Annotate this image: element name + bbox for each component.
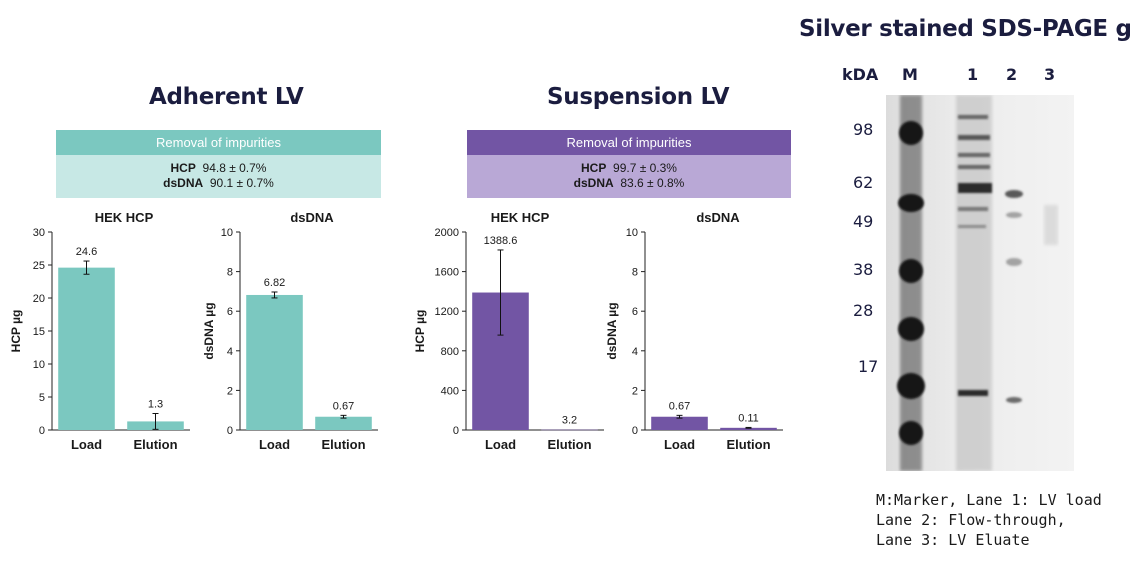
chart1-category-label: Elution — [133, 437, 177, 452]
chart2-tick-label: 0 — [227, 425, 233, 437]
marker-62: 62 — [853, 173, 874, 192]
chart3-tick-label: 0 — [453, 425, 459, 437]
dsdna-value: 83.6 ± 0.8% — [620, 176, 685, 190]
chart2-tick-label: 2 — [227, 385, 233, 397]
chart2-tick-label: 4 — [227, 346, 233, 358]
chart1-title: HEK HCP — [95, 210, 154, 225]
chart1-data-label: 24.6 — [76, 246, 97, 258]
hcp-label: HCP — [581, 161, 607, 175]
lane-label-m: M — [902, 65, 918, 84]
chart4-tick-label: 4 — [632, 346, 638, 358]
chart2-title: dsDNA — [290, 210, 334, 225]
hcp-label: HCP — [170, 161, 196, 175]
suspension-box-header: Removal of impurities — [467, 130, 791, 155]
gel-caption-line-1: M:Marker, Lane 1: LV load — [876, 491, 1102, 509]
chart4-ylabel: dsDNA µg — [605, 302, 619, 359]
chart3-tick-label: 1600 — [435, 267, 459, 279]
chart4-category-label: Elution — [726, 437, 770, 452]
dsdna-label: dsDNA — [573, 176, 614, 190]
chart4-category-label: Load — [664, 437, 695, 452]
chart1-tick-label: 10 — [33, 359, 45, 371]
chart1-tick-label: 30 — [33, 227, 45, 239]
chart1-ylabel: HCP µg — [9, 310, 23, 353]
marker-28: 28 — [853, 301, 874, 320]
chart3-title: HEK HCP — [491, 210, 550, 225]
chart4-tick-label: 10 — [626, 227, 638, 239]
chart2-category-label: Elution — [321, 437, 365, 452]
chart1-tick-label: 20 — [33, 293, 45, 305]
chart4-data-label: 0.11 — [738, 412, 759, 424]
chart1-tick-label: 5 — [39, 392, 45, 404]
chart2-data-label: 6.82 — [264, 277, 285, 289]
marker-38: 38 — [853, 260, 874, 279]
chart4-tick-label: 2 — [632, 385, 638, 397]
adherent-box-body: HCP 94.8 ± 0.7% dsDNA 90.1 ± 0.7% — [56, 155, 381, 198]
hcp-value: 94.8 ± 0.7% — [202, 161, 267, 175]
gel-title: Silver stained SDS-PAGE gel — [799, 16, 1130, 42]
chart2-bar — [315, 416, 372, 430]
marker-98: 98 — [853, 120, 874, 139]
dsdna-label: dsDNA — [163, 176, 204, 190]
chart3-tick-label: 400 — [441, 385, 459, 397]
chart2-data-label: 0.67 — [333, 400, 354, 412]
chart4-tick-label: 6 — [632, 306, 638, 318]
marker-17: 17 — [858, 357, 879, 376]
chart1-tick-label: 15 — [33, 326, 45, 338]
chart2-tick-label: 10 — [221, 227, 233, 239]
dsdna-value: 90.1 ± 0.7% — [209, 176, 274, 190]
lane-label-1: 1 — [967, 65, 979, 84]
chart1-data-label: 1.3 — [148, 399, 163, 411]
chart1-tick-label: 0 — [39, 425, 45, 437]
gel-caption-line-3: Lane 3: LV Eluate — [876, 531, 1030, 549]
chart3-tick-label: 1200 — [435, 306, 459, 318]
chart3-tick-label: 2000 — [435, 227, 459, 239]
suspension-title: Suspension LV — [547, 84, 730, 110]
chart3-data-label: 1388.6 — [484, 235, 518, 247]
chart3-category-label: Load — [485, 437, 516, 452]
chart1-category-label: Load — [71, 437, 102, 452]
adherent-box-header: Removal of impurities — [56, 130, 381, 155]
chart3-ylabel: HCP µg — [413, 310, 427, 353]
chart2-tick-label: 6 — [227, 306, 233, 318]
gel-caption-line-2: Lane 2: Flow-through, — [876, 511, 1066, 529]
chart4-title: dsDNA — [696, 210, 740, 225]
kda-label: kDA — [842, 65, 879, 84]
chart4-tick-label: 0 — [632, 425, 638, 437]
chart2-tick-label: 8 — [227, 267, 233, 279]
chart4-bar — [720, 427, 777, 430]
chart2-ylabel: dsDNA µg — [202, 302, 216, 359]
lane-label-3: 3 — [1044, 65, 1056, 84]
chart4-bar — [651, 416, 708, 430]
chart2-bar — [246, 294, 303, 430]
chart3-tick-label: 800 — [441, 346, 459, 358]
chart4-tick-label: 8 — [632, 267, 638, 279]
chart2-category-label: Load — [259, 437, 290, 452]
gel-image — [886, 95, 1074, 471]
marker-49: 49 — [853, 212, 874, 231]
chart4-data-label: 0.67 — [669, 400, 690, 412]
hcp-value: 99.7 ± 0.3% — [613, 161, 677, 175]
chart3-bar — [541, 429, 598, 431]
chart1-tick-label: 25 — [33, 260, 45, 272]
lane-label-2: 2 — [1006, 65, 1018, 84]
chart1-bar — [58, 267, 115, 430]
adherent-title: Adherent LV — [149, 84, 304, 110]
chart3-data-label: 3.2 — [562, 415, 577, 427]
chart3-category-label: Elution — [547, 437, 591, 452]
suspension-box-body: HCP 99.7 ± 0.3% dsDNA 83.6 ± 0.8% — [467, 155, 791, 198]
